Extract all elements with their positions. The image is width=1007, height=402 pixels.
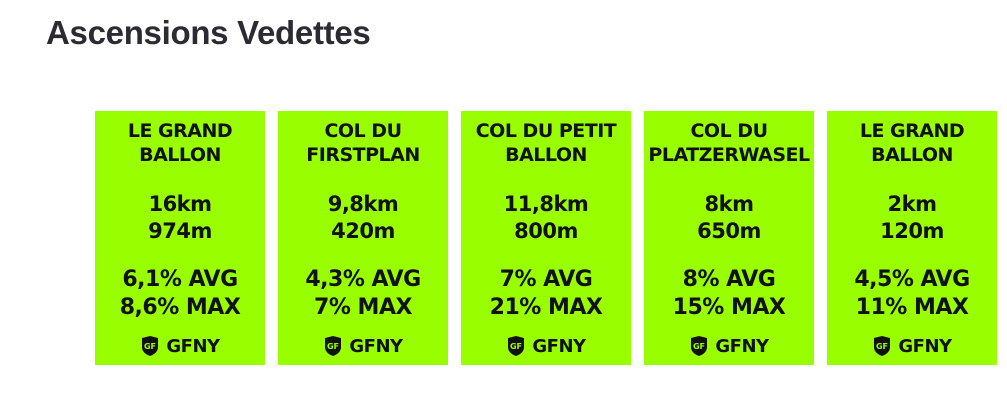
gfny-shield-icon: GF: [142, 336, 159, 356]
climb-name: COL DU FIRSTPLAN: [278, 119, 448, 167]
climb-gradient: 8% AVG 15% MAX: [644, 266, 814, 322]
gfny-logo: GF GFNY: [827, 335, 997, 357]
distance: 2km: [887, 192, 937, 216]
climb-name-line: COL DU PETIT: [475, 120, 617, 142]
svg-text:GF: GF: [327, 342, 339, 351]
distance: 8km: [704, 192, 754, 216]
distance: 9,8km: [327, 192, 399, 216]
page-title: Ascensions Vedettes: [46, 14, 371, 51]
climb-card: COL DU FIRSTPLAN 9,8km 420m 4,3% AVG 7% MAX…: [278, 111, 448, 365]
distance: 11,8km: [503, 192, 589, 216]
climb-name-line: BALLON: [505, 144, 587, 166]
gfny-logo-text: GFNY: [166, 335, 220, 357]
svg-text:GF: GF: [144, 342, 156, 351]
max-gradient: 7% MAX: [314, 295, 412, 320]
climb-card: LE GRAND BALLON 2km 120m 4,5% AVG 11% MAX G…: [827, 111, 997, 365]
climb-name-line: FIRSTPLAN: [306, 144, 420, 166]
climb-gradient: 4,3% AVG 7% MAX: [278, 266, 448, 322]
climb-name: LE GRAND BALLON: [827, 119, 997, 167]
climb-card: COL DU PLATZERWASEL 8km 650m 8% AVG 15% MAX…: [644, 111, 814, 365]
gfny-logo-text: GFNY: [898, 335, 952, 357]
svg-text:GF: GF: [693, 342, 705, 351]
max-gradient: 11% MAX: [855, 295, 969, 320]
elevation: 650m: [697, 219, 761, 243]
climb-gradient: 6,1% AVG 8,6% MAX: [95, 266, 265, 322]
elevation: 120m: [880, 219, 944, 243]
climb-cards: LE GRAND BALLON 16km 974m 6,1% AVG 8,6% MAX…: [95, 111, 997, 365]
gfny-shield-icon: GF: [325, 336, 342, 356]
climb-name-line: PLATZERWASEL: [648, 144, 810, 166]
climb-name: LE GRAND BALLON: [95, 119, 265, 167]
climb-name-line: LE GRAND: [127, 120, 233, 142]
gfny-shield-icon: GF: [508, 336, 525, 356]
climb-name: COL DU PETIT BALLON: [461, 119, 631, 167]
gfny-logo: GF GFNY: [644, 335, 814, 357]
climb-gradient: 4,5% AVG 11% MAX: [827, 266, 997, 322]
gfny-logo-text: GFNY: [349, 335, 403, 357]
gfny-logo-text: GFNY: [532, 335, 586, 357]
avg-gradient: 4,5% AVG: [854, 267, 970, 292]
svg-text:GF: GF: [876, 342, 888, 351]
elevation: 420m: [331, 219, 395, 243]
gfny-shield-icon: GF: [691, 336, 708, 356]
svg-text:GF: GF: [510, 342, 522, 351]
climb-stats: 16km 974m: [95, 191, 265, 245]
climb-stats: 2km 120m: [827, 191, 997, 245]
climb-card: COL DU PETIT BALLON 11,8km 800m 7% AVG 21% …: [461, 111, 631, 365]
climb-name-line: BALLON: [139, 144, 221, 166]
max-gradient: 8,6% MAX: [119, 295, 241, 320]
elevation: 974m: [148, 219, 212, 243]
climb-name: COL DU PLATZERWASEL: [644, 119, 814, 167]
climb-name-line: COL DU: [690, 120, 768, 142]
climb-gradient: 7% AVG 21% MAX: [461, 266, 631, 322]
elevation: 800m: [514, 219, 578, 243]
climb-name-line: BALLON: [871, 144, 953, 166]
climb-card: LE GRAND BALLON 16km 974m 6,1% AVG 8,6% MAX…: [95, 111, 265, 365]
avg-gradient: 4,3% AVG: [305, 267, 421, 292]
gfny-logo: GF GFNY: [95, 335, 265, 357]
climb-stats: 8km 650m: [644, 191, 814, 245]
gfny-logo: GF GFNY: [461, 335, 631, 357]
distance: 16km: [148, 192, 212, 216]
avg-gradient: 8% AVG: [682, 267, 776, 292]
gfny-logo: GF GFNY: [278, 335, 448, 357]
max-gradient: 15% MAX: [672, 295, 786, 320]
climb-stats: 11,8km 800m: [461, 191, 631, 245]
gfny-logo-text: GFNY: [715, 335, 769, 357]
climb-name-line: COL DU: [324, 120, 402, 142]
gfny-shield-icon: GF: [874, 336, 891, 356]
max-gradient: 21% MAX: [489, 295, 603, 320]
climb-name-line: LE GRAND: [859, 120, 965, 142]
avg-gradient: 7% AVG: [499, 267, 593, 292]
avg-gradient: 6,1% AVG: [122, 267, 238, 292]
climb-stats: 9,8km 420m: [278, 191, 448, 245]
